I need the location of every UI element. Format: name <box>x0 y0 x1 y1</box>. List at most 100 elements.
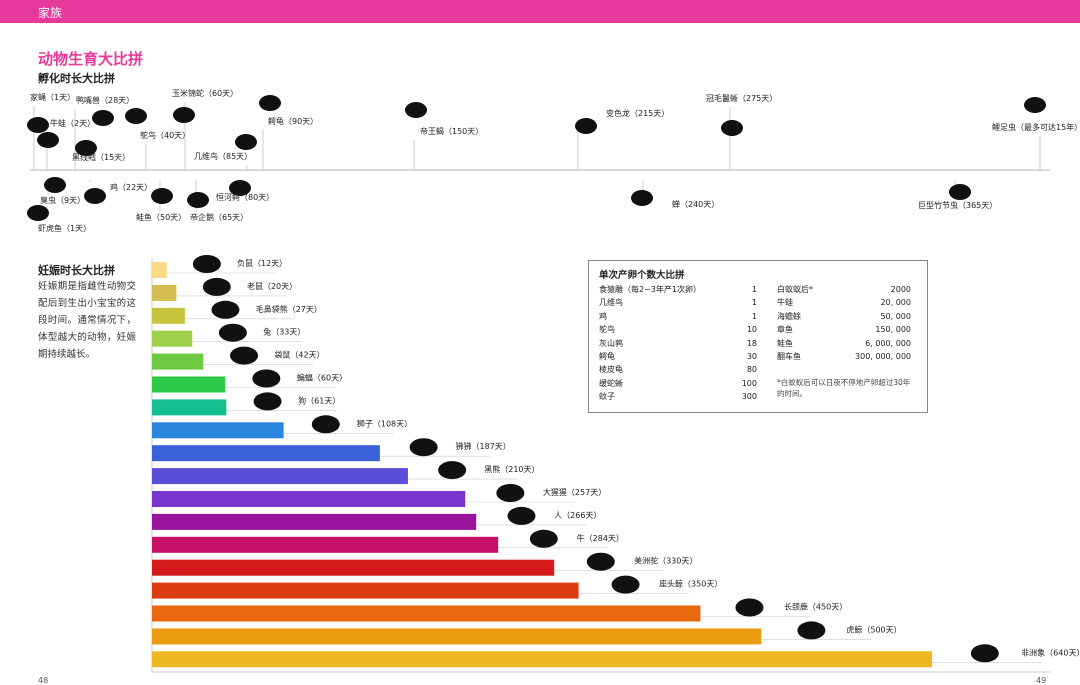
gestation-bar <box>152 376 226 393</box>
incubation-item: 几维鸟（85天） <box>194 134 257 170</box>
egg-animal: 鸡 <box>599 311 607 321</box>
gestation-bar <box>152 628 762 645</box>
egg-row: 鲑鱼 6, 000, 000 <box>777 337 911 350</box>
gestation-label: 袋鼠（42天） <box>274 350 324 360</box>
animal-silhouette-icon <box>202 277 231 296</box>
incubation-label: 鸡（22天） <box>110 182 152 192</box>
incubation-label: 牛蛙（2天） <box>50 118 95 128</box>
incubation-item: 鲤足虫（最多可达15年） <box>992 97 1080 170</box>
incubation-label: 几维鸟（85天） <box>194 151 252 161</box>
egg-row: 灰山鹑 18 <box>599 337 757 350</box>
incubation-item: 鳄龟（90天） <box>259 95 318 170</box>
gestation-label: 美洲驼（330天） <box>634 556 697 566</box>
incubation-label: 鳄龟（90天） <box>268 116 318 126</box>
animal-silhouette-icon <box>797 621 826 640</box>
gestation-bar <box>152 399 227 416</box>
egg-value: 1 <box>751 311 757 321</box>
egg-animal: 几维鸟 <box>599 298 623 308</box>
incubation-item: 臭虫（9天） <box>40 177 85 205</box>
egg-list-right: 白蚁蚁后* 2000 牛蛙 20, 000 海蟾蜍 50, 000 章鱼 150, 000 鲑鱼… <box>777 283 911 363</box>
egg-row: 牛蛙 20, 000 <box>777 296 911 309</box>
egg-animal: 章鱼 <box>777 325 793 335</box>
incubation-label: 冠毛鬣蜥（275天） <box>706 93 777 103</box>
gestation-label: 黑熊（210天） <box>484 464 539 474</box>
gestation-bar <box>152 559 555 576</box>
egg-animal: 食猿雕（每2~3年产1次卵） <box>599 285 701 294</box>
page-number-right: 49 <box>1036 676 1047 685</box>
chameleon-icon <box>575 118 597 134</box>
animal-silhouette-icon <box>438 461 467 480</box>
incubation-label: 鸭嘴兽（28天） <box>76 95 134 105</box>
gestation-label: 老鼠（20天） <box>247 281 297 291</box>
platypus-icon <box>92 110 114 126</box>
gestation-bar <box>152 582 579 599</box>
egg-row: 棱皮龟 80 <box>599 363 757 376</box>
page-number-left: 48 <box>38 676 49 685</box>
egg-value: 10 <box>746 325 757 335</box>
iguana-icon <box>721 120 743 136</box>
egg-value: 300, 000, 000 <box>855 352 911 362</box>
egg-animal: 缓蛇蜥 <box>599 378 623 388</box>
incubation-label: 家蝇（1天） <box>30 92 75 102</box>
egg-row: 鸵鸟 10 <box>599 323 757 336</box>
egg-animal: 棱皮龟 <box>599 365 623 375</box>
gestation-description: 妊娠期是指雌性动物交配后到生出小宝宝的这段时间。通常情况下，体型越大的动物，妊娠… <box>38 281 136 360</box>
animal-silhouette-icon <box>211 300 240 319</box>
gestation-bar <box>152 605 701 622</box>
incubation-item: 鸭嘴兽（28天） <box>74 95 134 170</box>
incubation-label: 鲑鱼（50天） <box>136 212 186 222</box>
incubation-item: 玉米锦蛇（60天） <box>172 88 238 170</box>
incubation-item: 冠毛鬣蜥（275天） <box>706 93 777 170</box>
gestation-bar <box>152 491 466 507</box>
gestation-label: 毛鼻袋熊（27天） <box>256 304 322 314</box>
gestation-bar <box>152 468 408 485</box>
incubation-item: 家蝇（1天） <box>27 92 75 170</box>
animal-silhouette-icon <box>252 369 281 388</box>
egg-animal: 海蟾蜍 <box>777 311 801 321</box>
egg-row: 海蟾蜍 50, 000 <box>777 310 911 323</box>
incubation-item: 黑线鳕（15天） <box>72 140 130 162</box>
animal-silhouette-icon <box>586 552 615 571</box>
egg-value: 2000 <box>890 285 911 294</box>
shrimp-icon <box>1024 97 1046 113</box>
egg-animal: 翻车鱼 <box>777 352 801 362</box>
incubation-timeline: 家蝇（1天） 牛蛙（2天） 鸭嘴兽（28天） 黑线鳕（15天） 鸵鸟（40天） 玉米锦蛇（… <box>27 88 1080 233</box>
incubation-label: 巨型竹节虫（365天） <box>918 200 997 210</box>
animal-silhouette-icon <box>409 438 438 457</box>
incubation-label: 虾虎鱼（1天） <box>38 223 91 233</box>
gestation-label: 人（266天） <box>554 511 601 520</box>
stick-insect-icon <box>949 184 971 200</box>
egg-animal: 灰山鹑 <box>599 338 623 348</box>
gestation-label: 大猩猩（257天） <box>543 487 606 497</box>
egg-panel-title: 单次产卵个数大比拼 <box>599 270 685 281</box>
incubation-label: 鸵鸟（40天） <box>140 130 190 140</box>
cicada-icon <box>631 190 653 206</box>
egg-row: 白蚁蚁后* 2000 <box>777 283 911 296</box>
animal-silhouette-icon <box>970 644 999 663</box>
gestation-bar <box>152 307 185 324</box>
animal-silhouette-icon <box>192 255 221 273</box>
kiwi-icon <box>235 134 257 150</box>
gestation-chart: 负鼠（12天） 老鼠（20天） 毛鼻袋熊（27天） 兔（33天） 袋鼠（42天） 蝙蝠（6… <box>151 255 1080 673</box>
incubation-item: 蝉（240天） <box>631 180 719 209</box>
egg-value: 150, 000 <box>875 325 911 335</box>
incubation-label: 恒河鳄（80天） <box>216 192 274 202</box>
gestation-label: 长颈鹿（450天） <box>784 602 847 612</box>
incubation-label: 帝企鹅（65天） <box>190 212 248 222</box>
gharial-icon <box>229 180 251 196</box>
frog-icon <box>37 132 59 148</box>
incubation-title: 孵化时长大比拼 <box>38 72 115 85</box>
gestation-bar <box>152 513 477 530</box>
gestation-title: 妊娠时长大比拼 <box>38 264 115 277</box>
gestation-label: 兔（33天） <box>263 327 305 337</box>
incubation-label: 帝王蝎（150天） <box>420 126 483 136</box>
section-label: 家族 <box>38 6 63 20</box>
egg-row: 鳄龟 30 <box>599 350 757 363</box>
incubation-item: 牛蛙（2天） <box>37 118 95 170</box>
egg-list-left: 食猿雕（每2~3年产1次卵） 1 几维鸟 1 鸡 1 鸵鸟 10 灰山鹑 18 鳄龟 30 棱皮龟 80 缓… <box>599 283 757 404</box>
gestation-bar <box>152 422 284 439</box>
incubation-label: 蝉（240天） <box>672 199 719 209</box>
incubation-label: 鲤足虫（最多可达15年） <box>992 122 1080 132</box>
gestation-label: 狮子（108天） <box>357 419 412 428</box>
